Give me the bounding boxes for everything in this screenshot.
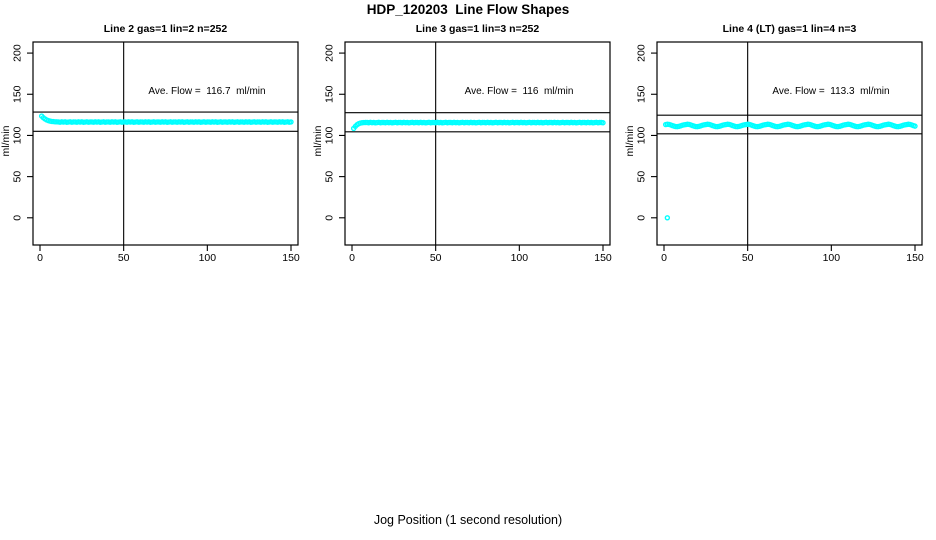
y-tick-label: 0 [324,215,336,221]
y-tick-label: 50 [324,171,336,183]
y-tick-label: 200 [12,44,24,62]
y-tick-label: 200 [636,44,648,62]
panel-line2-title: Line 2 gas=1 lin=2 n=252 [103,23,228,35]
x-tick-label: 50 [742,252,754,264]
x-tick-label: 100 [823,252,841,264]
panel-line2-plot: 0 50 100 150 0 50 100 150 200 [12,41,300,264]
panel-line4: Line 4 (LT) gas=1 lin=4 n=3 ml/min Ave. … [624,0,936,272]
x-tick-label: 50 [118,252,130,264]
panel-line3-title: Line 3 gas=1 lin=3 n=252 [415,23,540,35]
data-point [912,123,918,129]
y-tick-label: 200 [324,44,336,62]
y-tick-label: 100 [636,127,648,145]
plot-box [656,41,923,246]
panel-line4-plot: 0 50 100 150 0 50 100 150 200 [636,41,924,264]
y-tick-label: 100 [12,127,24,145]
x-tick-label: 0 [349,252,355,264]
x-tick-label: 0 [37,252,43,264]
x-tick-label: 100 [511,252,529,264]
panel-line2: Line 2 gas=1 lin=2 n=252 ml/min Ave. Flo… [0,0,312,272]
y-tick-label: 0 [12,215,24,221]
y-tick-label: 50 [12,171,24,183]
ave-flow-annotation: Ave. Flow = 116 ml/min [464,86,574,97]
ave-flow-annotation: Ave. Flow = 113.3 ml/min [772,86,890,97]
x-tick-label: 150 [594,252,612,264]
y-tick-label: 0 [636,215,648,221]
outlier-point [664,215,671,221]
y-tick-label: 150 [636,85,648,103]
x-tick-label: 50 [430,252,442,264]
x-tick-label: 150 [906,252,924,264]
figure-title: HDP_120203 Line Flow Shapes [366,2,570,17]
x-tick-label: 0 [661,252,667,264]
plot-box [344,41,611,246]
y-tick-label: 50 [636,171,648,183]
x-axis-label: Jog Position (1 second resolution) [373,513,563,527]
y-tick-label: 150 [324,85,336,103]
plot-box [32,41,299,246]
panel-line3: Line 3 gas=1 lin=3 n=252 ml/min Ave. Flo… [312,0,624,272]
data-point [288,119,294,125]
y-tick-label: 100 [324,127,336,145]
panel-line4-title: Line 4 (LT) gas=1 lin=4 n=3 [722,23,857,35]
data-point [600,120,606,126]
x-tick-label: 100 [199,252,217,264]
ave-flow-annotation: Ave. Flow = 116.7 ml/min [148,86,266,97]
y-tick-label: 150 [12,85,24,103]
panel-line3-plot: 0 50 100 150 0 50 100 150 200 [324,41,612,264]
x-tick-label: 150 [282,252,300,264]
